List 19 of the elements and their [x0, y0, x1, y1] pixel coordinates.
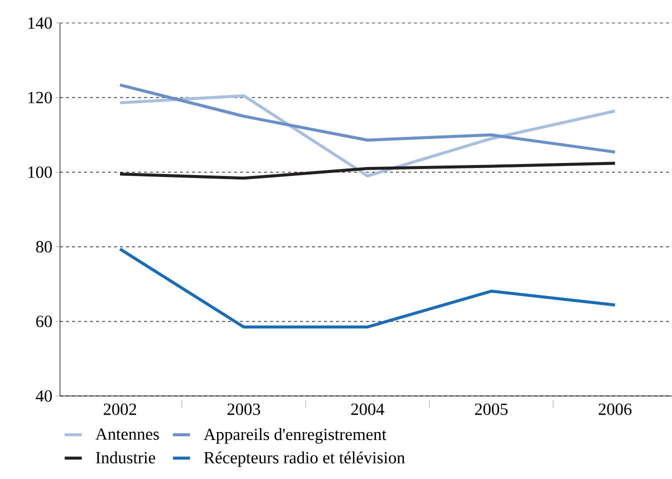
y-tick-label: 80 [36, 241, 52, 253]
line-series [118, 162, 616, 180]
legend-label: Antennes [95, 428, 159, 440]
x-tick-label: 2003 [228, 404, 260, 415]
x-tick-label: 2004 [351, 404, 384, 415]
legend-label: Industrie [96, 451, 156, 464]
legend-label: Appareils d'enregistrement [204, 428, 386, 444]
y-tick-label: 100 [28, 166, 52, 178]
legend-label: Récepteurs radio et télévision [204, 451, 405, 467]
y-tick-label: 120 [28, 92, 52, 104]
x-tick-label: 2006 [598, 404, 632, 415]
line-series [118, 94, 616, 178]
x-tick-label: 2002 [104, 404, 136, 415]
y-tick-label: 40 [36, 390, 52, 402]
line-series [118, 83, 616, 154]
line-series [118, 248, 616, 328]
x-tick-label: 2005 [475, 404, 508, 415]
y-tick-label: 140 [28, 17, 52, 29]
y-tick-label: 60 [36, 316, 52, 328]
